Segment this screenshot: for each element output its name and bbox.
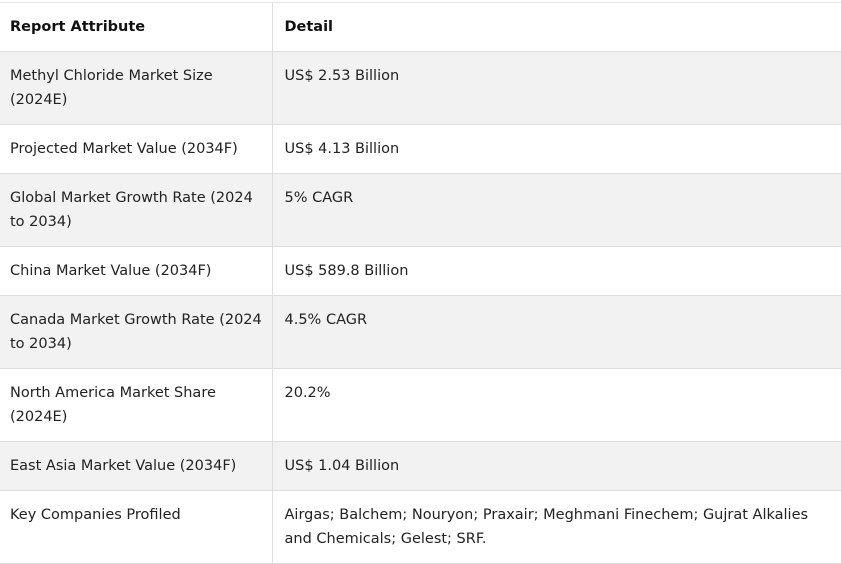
table-row: Projected Market Value (2034F) US$ 4.13 …: [0, 124, 841, 174]
table-row: Methyl Chloride Market Size (2024E) US$ …: [0, 51, 841, 125]
attribute-cell: East Asia Market Value (2034F): [0, 441, 273, 491]
detail-cell: US$ 1.04 Billion: [272, 441, 841, 491]
detail-cell: Airgas; Balchem; Nouryon; Praxair; Meghm…: [272, 490, 841, 564]
attribute-cell: Key Companies Profiled: [0, 490, 273, 564]
header-report-attribute: Report Attribute: [0, 3, 273, 52]
table-row: Global Market Growth Rate (2024 to 2034)…: [0, 173, 841, 247]
attribute-cell: China Market Value (2034F): [0, 246, 273, 296]
header-detail: Detail: [272, 3, 841, 52]
attribute-cell: North America Market Share (2024E): [0, 368, 273, 442]
table-row: Key Companies Profiled Airgas; Balchem; …: [0, 490, 841, 564]
attribute-cell: Projected Market Value (2034F): [0, 124, 273, 174]
report-attributes-table: Report Attribute Detail Methyl Chloride …: [0, 3, 841, 564]
detail-cell: US$ 589.8 Billion: [272, 246, 841, 296]
attribute-cell: Canada Market Growth Rate (2024 to 2034): [0, 295, 273, 369]
table-row: North America Market Share (2024E) 20.2%: [0, 368, 841, 442]
detail-cell: 5% CAGR: [272, 173, 841, 247]
table-row: China Market Value (2034F) US$ 589.8 Bil…: [0, 246, 841, 296]
detail-cell: US$ 4.13 Billion: [272, 124, 841, 174]
table-row: East Asia Market Value (2034F) US$ 1.04 …: [0, 441, 841, 491]
attribute-cell: Methyl Chloride Market Size (2024E): [0, 51, 273, 125]
detail-cell: 4.5% CAGR: [272, 295, 841, 369]
detail-cell: 20.2%: [272, 368, 841, 442]
table-row: Canada Market Growth Rate (2024 to 2034)…: [0, 295, 841, 369]
table-top-border: [0, 2, 841, 3]
table-header-row: Report Attribute Detail: [0, 3, 841, 52]
detail-cell: US$ 2.53 Billion: [272, 51, 841, 125]
attribute-cell: Global Market Growth Rate (2024 to 2034): [0, 173, 273, 247]
